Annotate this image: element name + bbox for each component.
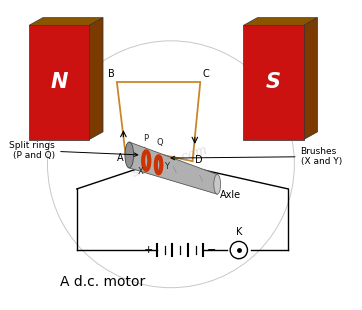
Text: Split rings
(P and Q): Split rings (P and Q) [9,141,138,160]
Text: S: S [266,73,281,92]
Text: Y: Y [164,162,169,171]
Polygon shape [129,142,217,194]
Text: A: A [117,153,123,163]
Bar [29,25,89,140]
Text: Brushes
(X and Y): Brushes (X and Y) [171,147,342,166]
Ellipse shape [214,175,220,194]
Text: B: B [108,69,114,79]
Text: P: P [143,134,148,143]
Polygon shape [244,18,317,25]
Text: X: X [138,167,144,176]
Bar [244,25,304,140]
Polygon shape [29,18,103,25]
Text: Q: Q [157,138,163,147]
Text: C: C [203,69,210,79]
Text: D: D [195,155,203,165]
Ellipse shape [125,142,134,168]
Text: +: + [144,245,153,255]
Text: Axle: Axle [220,190,241,201]
Text: K: K [236,227,242,237]
Polygon shape [304,18,317,140]
Text: A d.c. motor: A d.c. motor [60,275,145,289]
Text: −: − [207,245,216,255]
Polygon shape [89,18,103,140]
Text: shaalaa.com: shaalaa.com [131,143,210,179]
Text: N: N [50,73,68,92]
